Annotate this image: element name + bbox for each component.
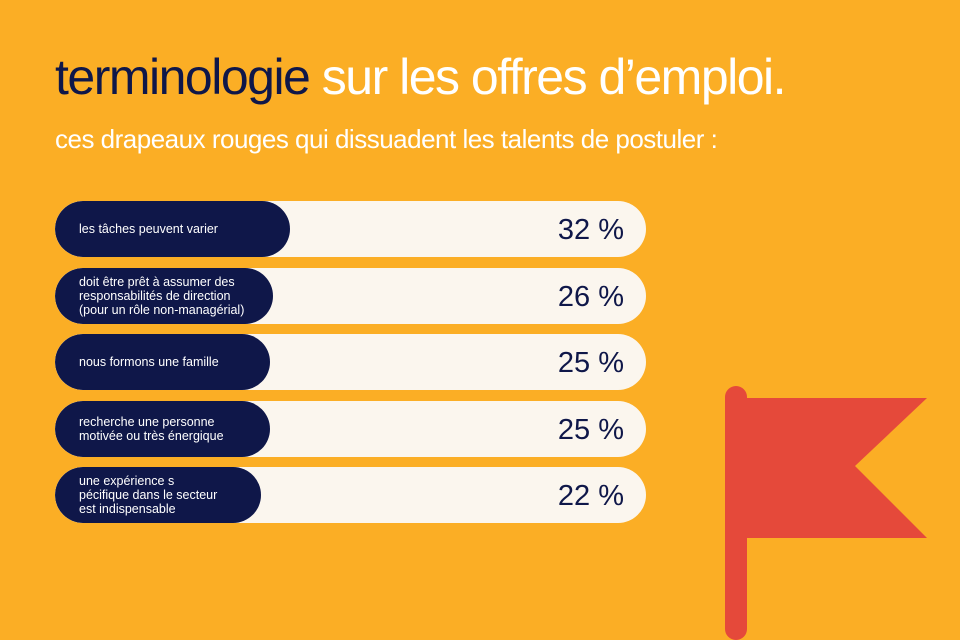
bar-fill: recherche une personne motivée ou très é… bbox=[55, 401, 270, 457]
category-label: les tâches peuvent varier bbox=[79, 222, 218, 236]
bar-fill: doit être prêt à assumer des responsabil… bbox=[55, 268, 273, 324]
value-label: 25 % bbox=[557, 414, 624, 446]
bar-fill: les tâches peuvent varier bbox=[55, 201, 290, 257]
red-flag-icon bbox=[725, 386, 927, 640]
bar-row: les tâches peuvent varier 32 % bbox=[55, 201, 646, 257]
bar-row: nous formons une famille 25 % bbox=[55, 334, 646, 390]
bar-fill: une expérience s pécifique dans le secte… bbox=[55, 467, 261, 523]
bar-row: recherche une personne motivée ou très é… bbox=[55, 401, 646, 457]
page-title: terminologie sur les offres d’emploi. bbox=[55, 49, 787, 105]
value-label: 26 % bbox=[557, 281, 624, 313]
title-highlight: terminologie bbox=[55, 49, 311, 105]
value-label: 32 % bbox=[557, 214, 624, 246]
page-subtitle: ces drapeaux rouges qui dissuadent les t… bbox=[55, 124, 718, 154]
flag-banner bbox=[737, 398, 927, 538]
category-label: doit être prêt à assumer des responsabil… bbox=[79, 275, 245, 317]
value-label: 25 % bbox=[557, 347, 624, 379]
value-label: 22 % bbox=[557, 480, 624, 512]
bar-row: une expérience s pécifique dans le secte… bbox=[55, 467, 646, 523]
bar-row: doit être prêt à assumer des responsabil… bbox=[55, 268, 646, 324]
title-rest: sur les offres d’emploi. bbox=[309, 49, 787, 105]
category-label: recherche une personne motivée ou très é… bbox=[79, 415, 224, 443]
category-label: nous formons une famille bbox=[79, 355, 219, 369]
bar-fill: nous formons une famille bbox=[55, 334, 270, 390]
category-label: une expérience s pécifique dans le secte… bbox=[79, 474, 218, 516]
